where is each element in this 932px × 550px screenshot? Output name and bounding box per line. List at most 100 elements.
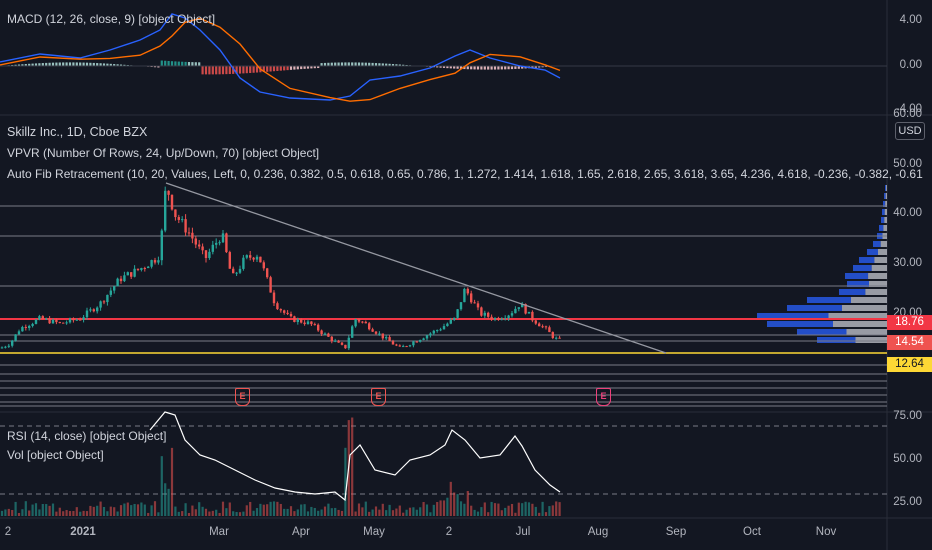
volume-bar bbox=[218, 512, 221, 516]
macd-histogram-bar bbox=[245, 66, 248, 74]
volume-bar bbox=[170, 447, 174, 516]
candle-body bbox=[419, 339, 422, 342]
macd-histogram-bar bbox=[337, 62, 340, 66]
macd-histogram-bar bbox=[106, 63, 109, 66]
candle-body bbox=[310, 321, 313, 325]
candle-body bbox=[45, 318, 48, 320]
macd-histogram-bar bbox=[55, 62, 58, 66]
candle-body bbox=[425, 335, 429, 339]
macd-histogram-bar bbox=[340, 62, 344, 66]
time-axis-tick: May bbox=[363, 526, 385, 538]
macd-histogram-bar bbox=[228, 66, 231, 75]
candle-body bbox=[126, 272, 129, 276]
macd-histogram-bar bbox=[184, 61, 187, 66]
candle-body bbox=[490, 316, 493, 320]
macd-histogram-bar bbox=[75, 62, 78, 66]
vpvr-bar-up bbox=[853, 265, 872, 271]
macd-histogram-bar bbox=[211, 66, 214, 75]
volume-bar bbox=[517, 502, 520, 516]
candle-body bbox=[14, 334, 17, 341]
candle-body bbox=[157, 260, 160, 263]
volume-bar bbox=[0, 510, 4, 516]
macd-histogram-bar bbox=[201, 66, 204, 75]
volume-bar bbox=[252, 510, 255, 516]
candle-body bbox=[116, 278, 119, 287]
candle-body bbox=[463, 288, 466, 303]
volume-bar bbox=[215, 509, 218, 516]
candle-body bbox=[235, 272, 238, 274]
volume-bar bbox=[184, 503, 187, 516]
currency-button[interactable]: USD bbox=[895, 122, 925, 140]
macd-histogram-bar bbox=[402, 64, 405, 66]
macd-histogram-bar bbox=[531, 66, 534, 68]
macd-histogram-bar bbox=[361, 62, 364, 66]
vpvr-bar-up bbox=[885, 185, 887, 191]
price-axis-label: 50.00 bbox=[893, 158, 922, 170]
candle-body bbox=[164, 190, 167, 231]
earnings-marker-upcoming[interactable]: E bbox=[596, 388, 611, 406]
macd-histogram-bar bbox=[398, 64, 401, 66]
candle-body bbox=[177, 217, 180, 220]
volume-bar bbox=[442, 500, 446, 516]
macd-histogram-bar bbox=[225, 66, 228, 75]
macd-histogram-bar bbox=[65, 62, 68, 66]
macd-histogram-bar bbox=[266, 66, 269, 72]
volume-bar bbox=[194, 509, 197, 516]
volume-bar bbox=[109, 506, 112, 516]
macd-histogram-bar bbox=[269, 66, 272, 72]
macd-histogram-bar bbox=[514, 66, 517, 69]
macd-histogram-bar bbox=[480, 66, 483, 70]
macd-histogram-bar bbox=[347, 62, 350, 66]
volume-bar bbox=[150, 505, 153, 516]
earnings-marker[interactable]: E bbox=[371, 388, 386, 406]
macd-histogram-bar bbox=[541, 66, 544, 68]
volume-bar bbox=[245, 505, 248, 516]
earnings-marker[interactable]: E bbox=[235, 388, 250, 406]
candle-body bbox=[300, 319, 303, 323]
macd-histogram-bar bbox=[194, 62, 197, 66]
candle-body bbox=[439, 329, 442, 331]
macd-histogram-bar bbox=[449, 66, 452, 69]
candle-body bbox=[456, 309, 459, 318]
volume-bar bbox=[208, 511, 211, 516]
macd-histogram-bar bbox=[252, 66, 255, 73]
volume-bar bbox=[119, 505, 123, 516]
macd-histogram-bar bbox=[456, 66, 459, 69]
candle-body bbox=[21, 327, 24, 332]
volume-bar bbox=[31, 504, 34, 516]
macd-histogram-bar bbox=[344, 62, 347, 66]
macd-histogram-bar bbox=[459, 66, 463, 69]
volume-bar bbox=[92, 506, 95, 516]
volume-bar bbox=[96, 505, 99, 516]
macd-histogram-bar bbox=[493, 66, 497, 70]
candle-body bbox=[487, 312, 490, 317]
volume-bar bbox=[14, 501, 17, 516]
volume-bar bbox=[364, 501, 367, 516]
macd-histogram-bar bbox=[439, 66, 442, 68]
macd-histogram-bar bbox=[204, 66, 208, 75]
volume-bar bbox=[102, 506, 106, 516]
volume-bar bbox=[419, 507, 422, 516]
macd-histogram-bar bbox=[313, 66, 316, 69]
candle-body bbox=[364, 321, 367, 324]
candle-body bbox=[538, 323, 541, 327]
candle-body bbox=[517, 307, 520, 309]
volume-bar bbox=[473, 509, 476, 516]
candle-body bbox=[504, 318, 507, 320]
candle-body bbox=[109, 290, 112, 295]
vpvr-bar-up bbox=[817, 337, 856, 343]
macd-histogram-bar bbox=[436, 66, 439, 68]
macd-histogram-bar bbox=[21, 64, 24, 66]
candle-body bbox=[296, 319, 299, 322]
candle-body bbox=[524, 304, 527, 314]
candle-body bbox=[344, 344, 347, 349]
vpvr-bar-down bbox=[842, 305, 887, 311]
candle-body bbox=[130, 272, 133, 277]
candle-body bbox=[320, 330, 323, 335]
volume-bar bbox=[476, 511, 480, 516]
candle-body bbox=[147, 266, 150, 269]
volume-bar bbox=[521, 503, 524, 516]
candle-body bbox=[17, 331, 21, 335]
volume-bar bbox=[106, 511, 109, 516]
